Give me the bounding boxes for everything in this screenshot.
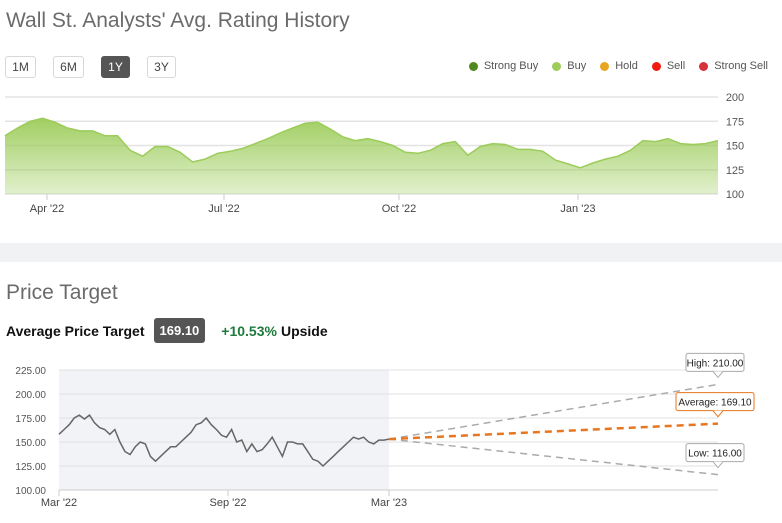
history-shaded-region [59,370,389,490]
legend-label: Strong Buy [483,60,539,72]
legend-item-buy[interactable]: Buy [552,60,586,72]
legend-item-hold[interactable]: Hold [600,60,638,72]
x-tick-label: Sep '22 [210,497,247,509]
legend-item-sell[interactable]: Sell [651,60,686,72]
legend-dot-icon [468,61,478,71]
legend-label: Buy [567,60,587,72]
legend-dot-icon [552,61,562,71]
legend-item-strong-sell[interactable]: Strong Sell [699,60,768,72]
price-target-title: Price Target [6,281,118,304]
rating-history-title: Wall St. Analysts' Avg. Rating History [6,9,350,32]
forecast-average-line [388,422,719,441]
legend-dot-icon [600,61,610,71]
section-divider [0,243,782,262]
tooltip-pointer [712,371,724,379]
legend-dot-icon [699,61,709,71]
legend-label: Sell [666,60,686,72]
upside-label: Upside [280,322,328,339]
y-tick-label: 125 [726,165,744,177]
legend-item-strong-buy[interactable]: Strong Buy [468,60,539,72]
range-button-3y[interactable]: 3Y [147,56,176,78]
y-tick-label: 100.00 [15,486,46,497]
rating-history-chart: 200 175 150 125 100 Apr '22 Jul '22 Oct '22 Jan … [4,92,744,215]
average-price-target-badge: 169.10 [153,318,206,343]
y-tick-label: 225.00 [15,366,46,377]
legend-label: Hold [615,60,638,72]
price-target-chart: 225.00 200.00 175.00 150.00 125.00 100.00 High… [15,352,755,509]
forecast-average-label: Average: 169.10 [678,398,752,409]
tooltip-pointer [712,410,724,418]
y-tick-label: 100 [726,189,744,201]
x-tick-label: Jan '23 [560,203,595,215]
rating-legend: Strong Buy Buy Hold Sell Strong Sell [468,60,768,72]
rating-area [5,118,718,194]
y-tick-label: 150 [726,141,744,153]
x-tick-label: Oct '22 [382,203,417,215]
forecast-low-line [388,438,719,476]
x-tick-label: Mar '23 [371,497,407,509]
y-tick-label: 125.00 [15,462,46,473]
average-price-target-label: Average Price Target [6,322,145,339]
forecast-high-line [388,383,719,440]
range-button-1y[interactable]: 1Y [101,56,130,78]
range-button-6m[interactable]: 6M [53,56,84,78]
legend-dot-icon [651,61,661,71]
legend-label: Strong Sell [714,60,768,72]
tooltip-pointer [712,461,724,469]
x-tick-label: Jul '22 [208,203,239,215]
y-tick-label: 175.00 [15,414,46,425]
x-tick-label: Apr '22 [30,203,65,215]
forecast-high-label: High: 210.00 [687,358,744,369]
forecast-high-tooltip [685,352,745,372]
x-tick-label: Mar '22 [41,497,77,509]
price-history-line [58,414,390,468]
y-tick-label: 200 [726,92,744,104]
rating-line [4,117,719,169]
forecast-low-label: Low: 116.00 [688,449,742,460]
range-button-1m[interactable]: 1M [5,56,36,78]
y-tick-label: 150.00 [15,438,46,449]
upside-percent: +10.53% [221,322,277,339]
y-tick-label: 175 [726,116,744,128]
y-tick-label: 200.00 [15,390,46,401]
average-price-target-row: Average Price Target 169.10 +10.53% Upsi… [6,318,328,343]
